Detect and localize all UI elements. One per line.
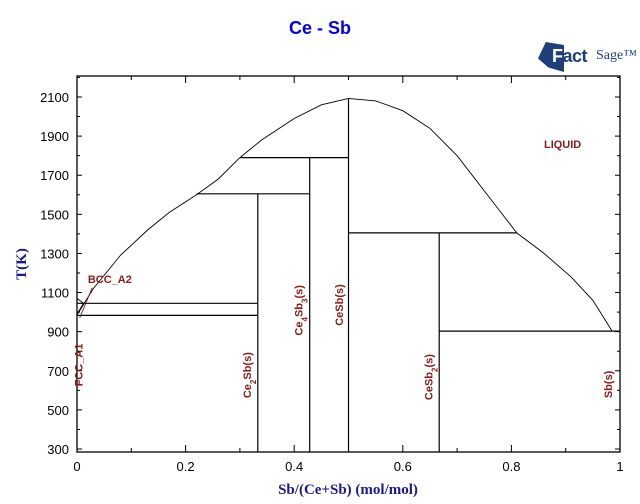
- y-tick-label: 900: [47, 325, 69, 340]
- x-tick-label: 0.8: [502, 459, 520, 474]
- y-tick-label: 1500: [40, 207, 69, 222]
- phase-labels: LIQUID BCC_A2 FCC_A1 Ce2Sb(s) Ce4Sb3(s) CeSb(…: [73, 139, 614, 400]
- factsage-logo: Fact Sage™: [538, 40, 637, 74]
- y-axis-title: T(K): [14, 248, 30, 280]
- x-tick-label: 0.6: [394, 459, 412, 474]
- y-tick-label: 1700: [40, 168, 69, 183]
- phase-boundaries: [76, 97, 620, 452]
- x-axis-title: Sb/(Ce+Sb) (mol/mol): [278, 482, 418, 498]
- phase-label: BCC_A2: [88, 274, 132, 286]
- axis-ticks: 0 0.2 0.4 0.6 0.8 130050070090011001300150017…: [40, 76, 624, 474]
- y-tick-label: 2100: [40, 90, 69, 105]
- y-tick-label: 300: [47, 442, 69, 457]
- phase-label: Ce4Sb3(s): [293, 285, 309, 336]
- chart-title: Ce - Sb: [288, 18, 351, 38]
- y-tick-label: 1100: [41, 286, 69, 301]
- phase-label: CeSb(s): [334, 284, 346, 326]
- x-tick-label: 0: [73, 459, 80, 474]
- y-tick-label: 1300: [40, 246, 69, 261]
- phase-label: Ce2Sb(s): [242, 352, 258, 398]
- bcc-fcc-marker-line: [79, 287, 93, 319]
- y-tick-label: 500: [47, 403, 69, 418]
- x-tick-label: 0.2: [177, 459, 195, 474]
- liquidus-right-line: [348, 97, 613, 331]
- y-tick-label: 700: [47, 364, 69, 379]
- phase-label: LIQUID: [544, 139, 581, 151]
- y-tick-label: 1900: [40, 129, 69, 144]
- phase-label: CeSb2(s): [424, 354, 440, 400]
- phase-label: FCC_A1: [73, 344, 85, 387]
- factsage-logo-sage: Sage™: [596, 48, 637, 63]
- x-tick-label: 0.4: [285, 459, 303, 474]
- liquidus-left-line: [76, 97, 349, 316]
- phase-label: Sb(s): [603, 370, 615, 398]
- factsage-logo-fact: Fact: [552, 46, 588, 66]
- x-tick-label: 1: [616, 459, 623, 474]
- bcc-solvus-line: [76, 298, 85, 315]
